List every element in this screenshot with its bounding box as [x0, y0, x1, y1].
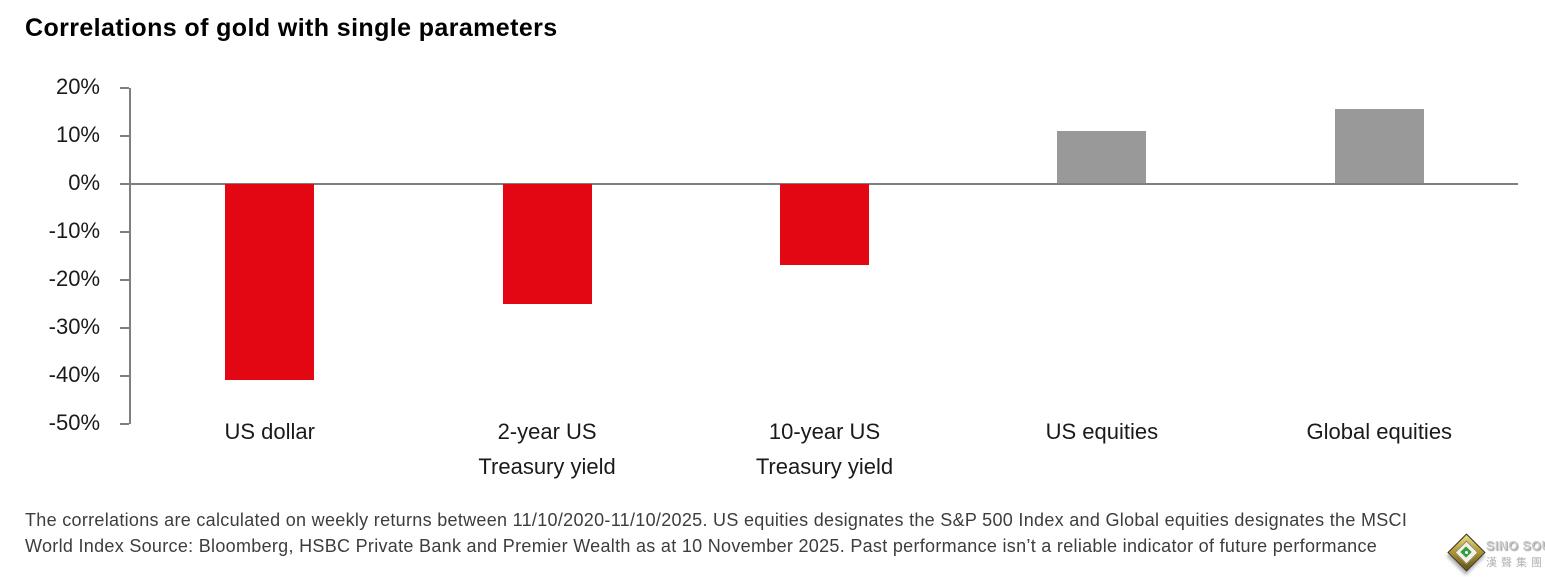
category-label-line: Global equities: [1306, 419, 1453, 444]
y-tick: [120, 326, 129, 329]
bar-2-year-us-treasury-yield: [502, 183, 592, 304]
category-label-line: US dollar: [224, 419, 315, 444]
y-tick: [120, 134, 129, 137]
y-tick-label: -30%: [48, 313, 100, 339]
footnote-line-2: World Index Source: Bloomberg, HSBC Priv…: [25, 536, 1378, 556]
category-label-line: 10-year US: [768, 419, 881, 444]
bar-us-dollar: [225, 183, 315, 381]
y-tick: [120, 422, 129, 425]
y-tick-label: -40%: [48, 361, 100, 387]
gem-highlight-dot: [1464, 550, 1468, 554]
y-tick-label: -10%: [48, 217, 100, 243]
bar-10-year-us-treasury-yield: [780, 183, 869, 266]
y-tick: [120, 374, 129, 377]
watermark: SINO SOUND 漢聲集團: [1446, 533, 1545, 575]
category-label-line: Treasury yield: [478, 454, 616, 479]
y-tick-label: 10%: [55, 121, 100, 147]
category-label-10-year-us-treasury-yield: 10-year US Treasury yield: [686, 414, 963, 484]
y-tick-label: -20%: [48, 265, 100, 291]
y-tick: [120, 86, 129, 89]
y-tick-label: -50%: [48, 409, 100, 435]
y-axis-line: [129, 87, 131, 424]
chart-title: Correlations of gold with single paramet…: [25, 14, 558, 42]
category-label-line: Treasury yield: [755, 454, 894, 479]
watermark-brand: SINO SOUND: [1486, 538, 1545, 553]
category-label-global-equities: Global equities: [1241, 414, 1518, 449]
y-tick-label: 0%: [68, 169, 100, 195]
category-label-2-year-us-treasury-yield: 2-year US Treasury yield: [408, 414, 685, 484]
y-tick: [120, 230, 129, 233]
category-label-us-dollar: US dollar: [131, 414, 408, 449]
category-label-us-equities: US equities: [963, 414, 1240, 449]
footnote: The correlations are calculated on weekl…: [25, 507, 1485, 559]
watermark-text-block: SINO SOUND 漢聲集團: [1486, 539, 1545, 570]
footnote-line-1: The correlations are calculated on weekl…: [25, 510, 1408, 530]
y-tick-label: 20%: [55, 73, 100, 99]
category-label-line: 2-year US: [497, 419, 597, 444]
category-label-line: US equities: [1045, 419, 1159, 444]
y-tick: [120, 278, 129, 281]
diamond-gem-icon: [1446, 533, 1486, 575]
bar-global-equities: [1334, 109, 1424, 184]
bar-us-equities: [1057, 130, 1147, 184]
watermark-brand-cjk: 漢聲集團: [1486, 556, 1545, 569]
